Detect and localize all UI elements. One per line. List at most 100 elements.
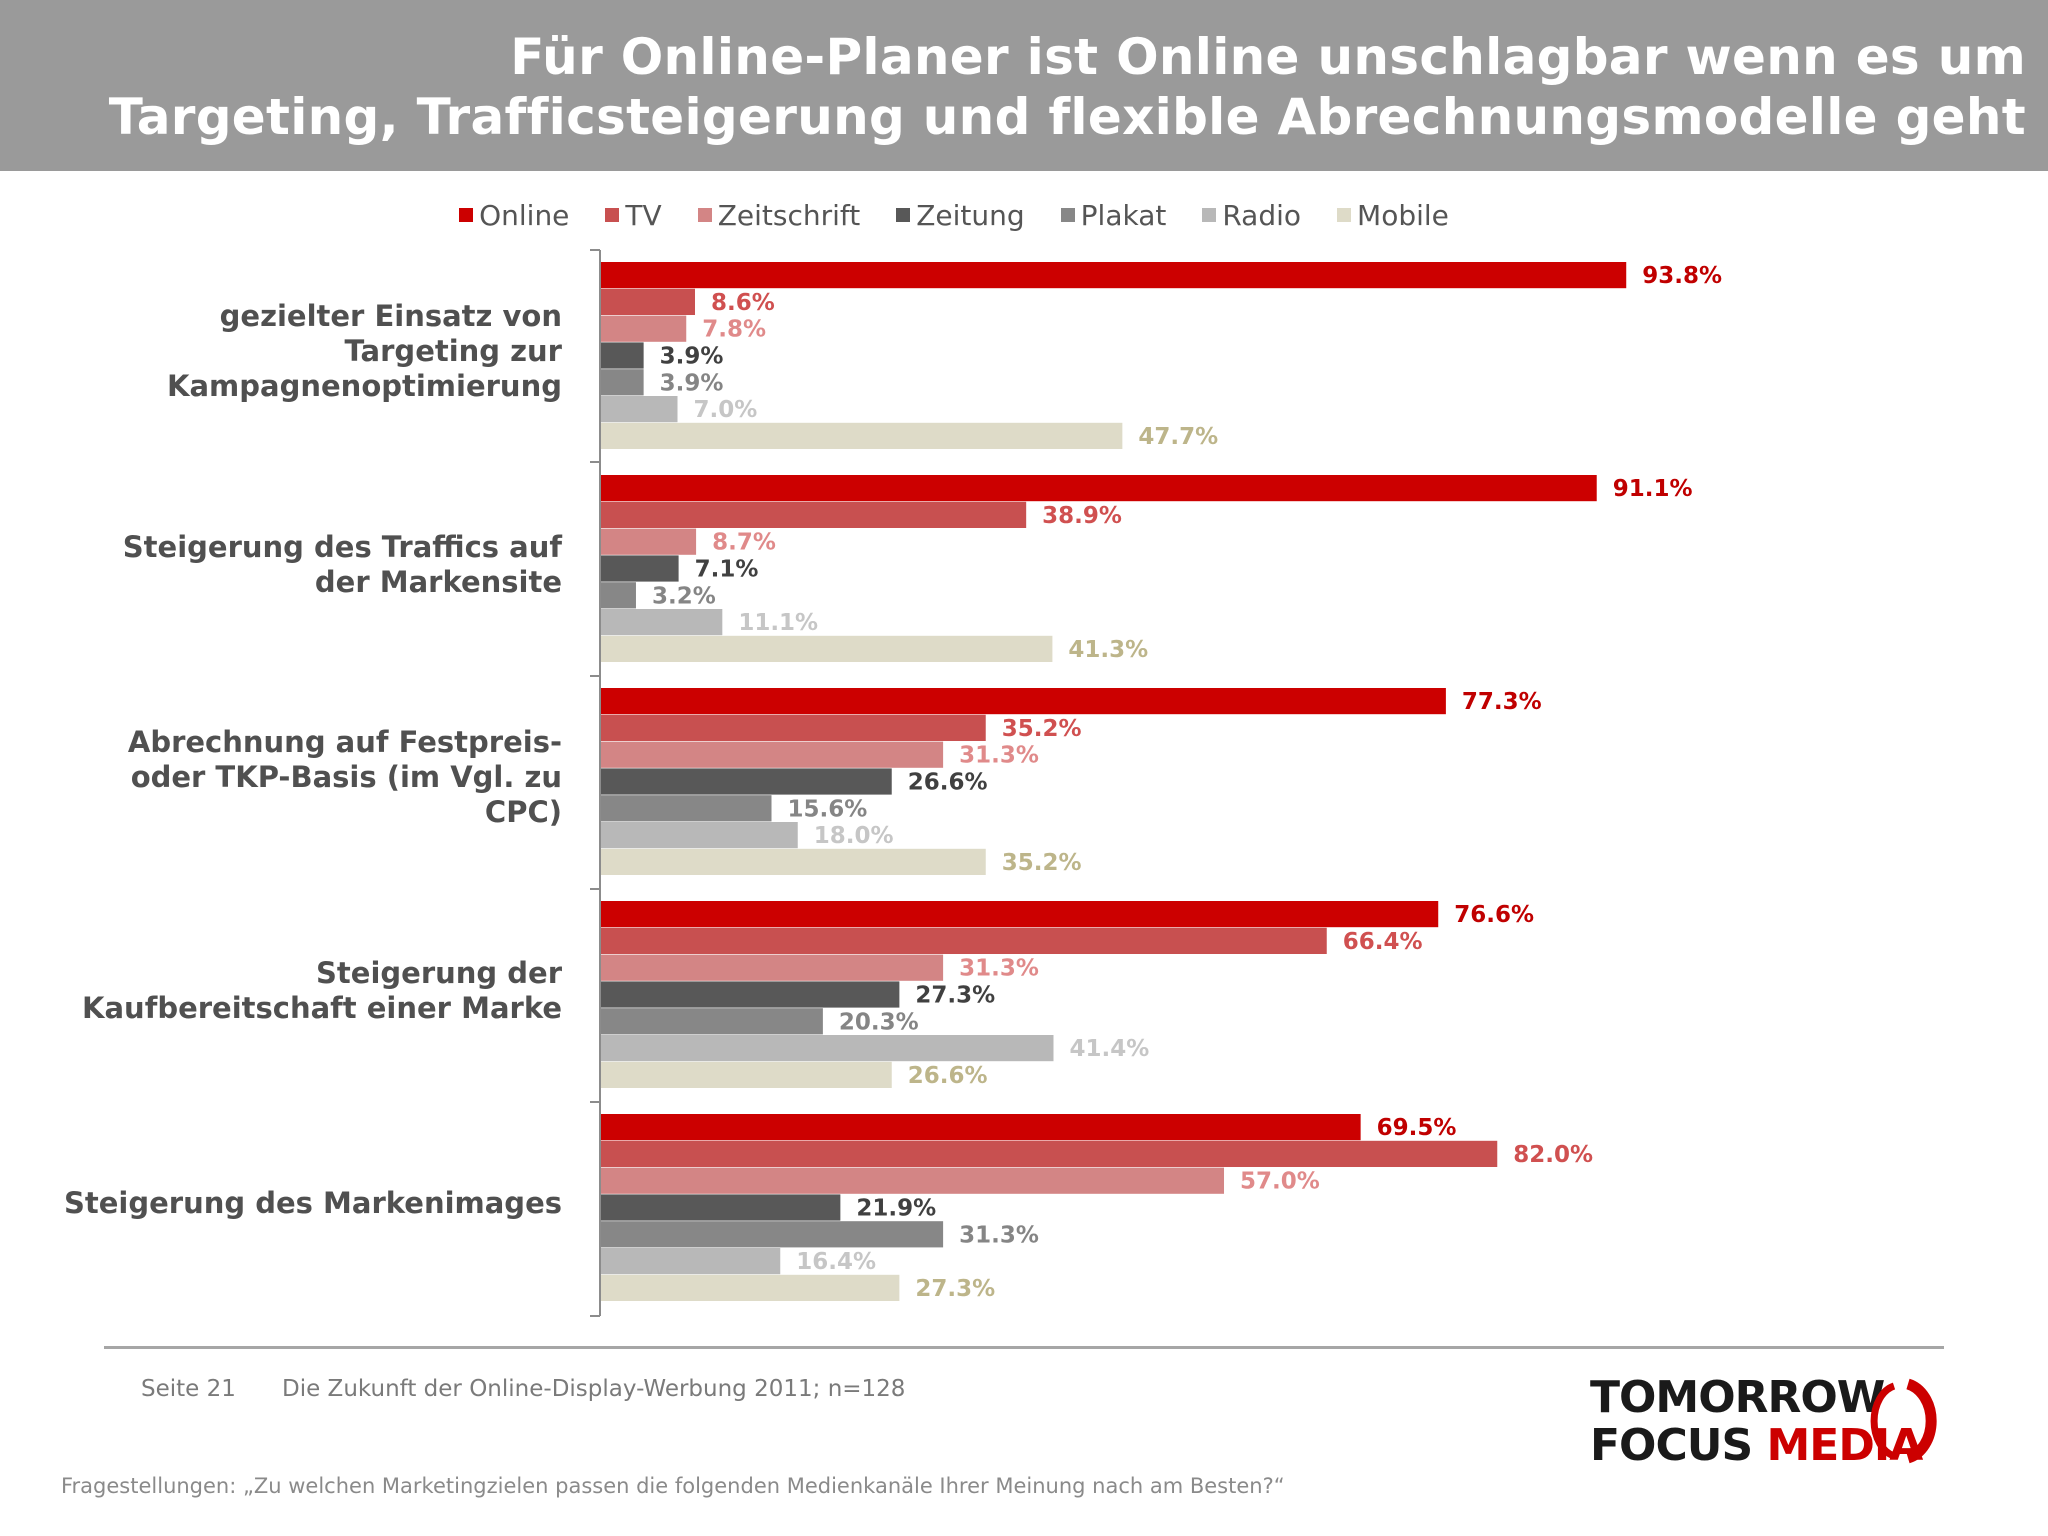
logo-text-focus: FOCUS [1590, 1420, 1753, 1471]
category-label-line: gezielter Einsatz von [219, 299, 562, 334]
bar-plakat [601, 369, 644, 396]
bar-mobile [601, 1061, 892, 1088]
category-label-line: Steigerung des Markenimages [64, 1186, 562, 1221]
legend-item-online: Online [459, 199, 569, 232]
logo-text-line-1: TOMORROW [1590, 1372, 1885, 1423]
data-label-zeitung: 27.3% [915, 983, 995, 1009]
bar-zeitung [601, 981, 900, 1008]
bar-radio [601, 1035, 1054, 1062]
category-label-line: Steigerung des Traffics auf [122, 529, 562, 564]
bar-radio [601, 609, 723, 636]
data-label-plakat: 3.2% [652, 583, 716, 609]
bar-mobile [601, 848, 986, 875]
bar-plakat [601, 1008, 823, 1035]
chart-legend: Online TV Zeitschrift Zeitung Plakat Radio Mob… [0, 195, 1978, 235]
data-label-radio: 16.4% [796, 1249, 876, 1275]
bar-radio [601, 822, 798, 849]
category-label-line: der Markensite [314, 564, 562, 599]
category-label-line: Kampagnenoptimierung [167, 369, 562, 404]
category-label: Abrechnung auf Festpreis-oder TKP-Basis … [42, 725, 562, 830]
data-label-mobile: 47.7% [1138, 424, 1218, 450]
legend-label: Zeitung [916, 198, 1025, 232]
bar-plakat [601, 795, 772, 822]
legend-label: Mobile [1357, 198, 1449, 232]
data-label-radio: 18.0% [814, 823, 894, 849]
bar-tv [601, 288, 695, 315]
logo-text-media: MEDIA [1766, 1420, 1924, 1471]
bar-online [601, 262, 1627, 289]
page-number: Seite 21 [141, 1376, 236, 1402]
bar-zeitung [601, 555, 679, 582]
legend-swatch [1202, 208, 1217, 222]
bar-tv [601, 927, 1327, 954]
legend-swatch [1060, 208, 1075, 222]
bar-plakat [601, 582, 636, 609]
data-label-mobile: 35.2% [1002, 850, 1082, 876]
data-label-tv: 82.0% [1513, 1142, 1593, 1168]
data-label-plakat: 3.9% [660, 370, 724, 396]
data-label-zeitschrift: 8.7% [712, 530, 776, 556]
data-label-mobile: 41.3% [1068, 637, 1148, 663]
data-label-zeitschrift: 57.0% [1240, 1169, 1320, 1195]
data-label-radio: 7.0% [694, 397, 758, 423]
bar-online [601, 901, 1439, 928]
data-label-tv: 8.6% [711, 290, 775, 316]
source-note: Die Zukunft der Online-Display-Werbung 2… [282, 1376, 906, 1402]
category-label: Steigerung des Markenimages [42, 1186, 562, 1221]
legend-item-zeitschrift: Zeitschrift [697, 198, 861, 232]
data-label-online: 76.6% [1454, 902, 1534, 928]
data-label-tv: 38.9% [1042, 503, 1122, 529]
data-label-online: 77.3% [1462, 689, 1542, 715]
legend-label: Radio [1222, 198, 1302, 232]
bar-plakat [601, 1221, 944, 1248]
data-label-zeitung: 21.9% [856, 1196, 936, 1222]
bar-zeitschrift [601, 954, 944, 981]
legend-swatch [697, 208, 712, 222]
legend-item-plakat: Plakat [1060, 198, 1167, 232]
bar-mobile [601, 422, 1123, 449]
page-title-line-1: Für Online-Planer ist Online unschlagbar… [510, 28, 2026, 86]
data-label-zeitschrift: 7.8% [702, 317, 766, 343]
legend-swatch [896, 208, 911, 222]
data-label-online: 69.5% [1377, 1115, 1457, 1141]
category-label-line: oder TKP-Basis (im Vgl. zu [130, 760, 562, 795]
legend-label: Zeitschrift [717, 198, 861, 232]
bar-online [601, 475, 1597, 502]
category-label: Steigerung des Traffics auf der Markensit… [42, 530, 562, 600]
legend-swatch [605, 208, 620, 222]
bar-zeitschrift [601, 1167, 1225, 1194]
footer-divider [104, 1346, 1944, 1349]
data-label-plakat: 20.3% [839, 1009, 919, 1035]
category-label-line: Steigerung der [316, 955, 562, 990]
data-label-tv: 66.4% [1343, 929, 1423, 955]
bar-tv [601, 1140, 1498, 1167]
legend-label: TV [625, 198, 662, 232]
bar-zeitschrift [601, 528, 697, 555]
bar-online [601, 1114, 1361, 1141]
legend-label: Online [479, 198, 570, 232]
category-label-line: Kaufbereitschaft einer Marke [82, 990, 562, 1025]
legend-item-tv: TV [605, 198, 662, 232]
category-label: Steigerung der Kaufbereitschaft einer Mar… [42, 956, 562, 1026]
legend-swatch [1337, 208, 1352, 222]
bar-zeitung [601, 768, 892, 795]
page-title-line-2: Targeting, Trafficsteigerung und flexibl… [108, 88, 2026, 146]
logo-ring-icon [1870, 1378, 1937, 1464]
data-label-radio: 11.1% [738, 610, 818, 636]
data-label-online: 91.1% [1613, 476, 1693, 502]
company-logo: TOMORROW FOCUS MEDIA [1586, 1372, 1946, 1482]
legend-item-radio: Radio [1202, 199, 1301, 232]
bar-radio [601, 396, 678, 423]
data-label-radio: 41.4% [1070, 1036, 1150, 1062]
bar-zeitschrift [601, 741, 944, 768]
logo-text-line-2: FOCUS MEDIA [1590, 1420, 1924, 1471]
data-label-zeitung: 26.6% [908, 770, 988, 796]
data-label-online: 93.8% [1642, 263, 1722, 289]
legend-swatch [459, 208, 474, 222]
bar-chart: 93.8%8.6%7.8%3.9%3.9%7.0%47.7%91.1%38.9%… [590, 249, 1722, 1317]
bar-zeitung [601, 342, 644, 369]
bar-tv [601, 501, 1027, 528]
category-label: gezielter Einsatz von Targeting zur Kampag… [42, 299, 562, 404]
legend-label: Plakat [1080, 198, 1167, 232]
bar-mobile [601, 635, 1053, 662]
